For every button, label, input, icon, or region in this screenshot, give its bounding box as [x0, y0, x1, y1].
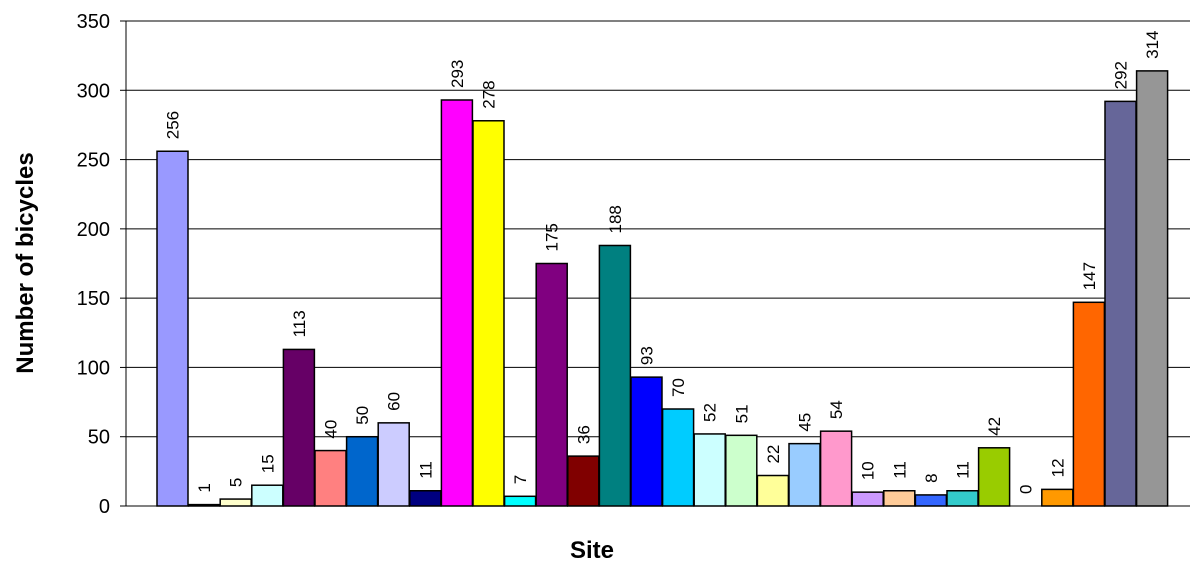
data-label: 11: [416, 461, 435, 479]
bar: [914, 494, 948, 507]
data-label: 60: [385, 392, 404, 411]
data-label: 188: [606, 205, 625, 233]
data-label: 22: [764, 445, 783, 464]
data-label: 147: [1080, 262, 1099, 290]
data-label: 51: [732, 404, 751, 423]
data-label: 175: [543, 223, 562, 251]
bar: [946, 490, 979, 507]
bar: [661, 408, 695, 507]
bar: [156, 150, 189, 507]
bar: [977, 447, 1011, 507]
bar: [282, 348, 316, 507]
data-label: 113: [290, 310, 309, 337]
data-label: 50: [353, 406, 372, 425]
data-label: 54: [827, 400, 846, 419]
y-tick-label: 150: [77, 288, 110, 310]
data-label: 7: [511, 475, 530, 484]
data-label: 314: [1143, 31, 1162, 59]
bar: [472, 120, 505, 507]
bar: [851, 491, 884, 507]
y-tick-label: 350: [77, 11, 110, 33]
data-label: 93: [638, 346, 657, 365]
data-label: 256: [164, 111, 183, 139]
data-label: 45: [796, 413, 815, 432]
bar: [788, 442, 821, 507]
x-axis-title: Site: [570, 537, 614, 564]
bar: [314, 449, 347, 507]
data-label: 52: [701, 403, 720, 422]
bars: [156, 70, 1169, 507]
bar: [1041, 488, 1074, 507]
data-label: 42: [985, 417, 1004, 436]
bar: [1135, 70, 1169, 507]
data-label: 1: [195, 483, 214, 492]
data-label: 70: [669, 378, 688, 397]
bar: [567, 455, 600, 507]
bar: [630, 376, 663, 507]
data-label: 11: [954, 461, 973, 479]
y-tick-label: 50: [88, 427, 110, 449]
y-tick-label: 0: [99, 496, 110, 518]
bar: [219, 498, 252, 507]
data-label: 15: [258, 454, 277, 473]
y-tick-label: 100: [77, 357, 110, 379]
data-label: 292: [1112, 61, 1131, 89]
bar: [693, 433, 726, 507]
data-label: 10: [859, 461, 878, 480]
data-label: 12: [1048, 458, 1067, 477]
bar: [440, 99, 474, 507]
bar: [725, 434, 758, 507]
y-tick-label: 300: [77, 80, 110, 102]
bar: [377, 422, 410, 507]
bar: [1104, 100, 1137, 507]
y-tick-label: 250: [77, 150, 110, 172]
data-label: 11: [890, 461, 909, 479]
data-label: 8: [922, 473, 941, 482]
bar: [598, 244, 632, 507]
bar: [409, 490, 442, 507]
y-axis-title: Number of bicycles: [12, 152, 39, 373]
bar: [503, 495, 537, 507]
data-label: 5: [227, 478, 246, 487]
bar: [251, 484, 284, 507]
data-label: 40: [322, 420, 341, 439]
y-axis-ticks: 0 50 100 150 200 250 300 350: [77, 11, 126, 518]
bar: [756, 474, 790, 507]
bar: [883, 490, 916, 507]
bar: [345, 435, 379, 507]
data-label: 278: [480, 80, 499, 108]
y-tick-label: 200: [77, 219, 110, 241]
data-label: 0: [1017, 485, 1036, 494]
data-label: 36: [574, 425, 593, 444]
bar: [1072, 301, 1106, 507]
bar: [819, 430, 853, 507]
bar: [535, 262, 568, 507]
data-label: 293: [448, 60, 467, 88]
